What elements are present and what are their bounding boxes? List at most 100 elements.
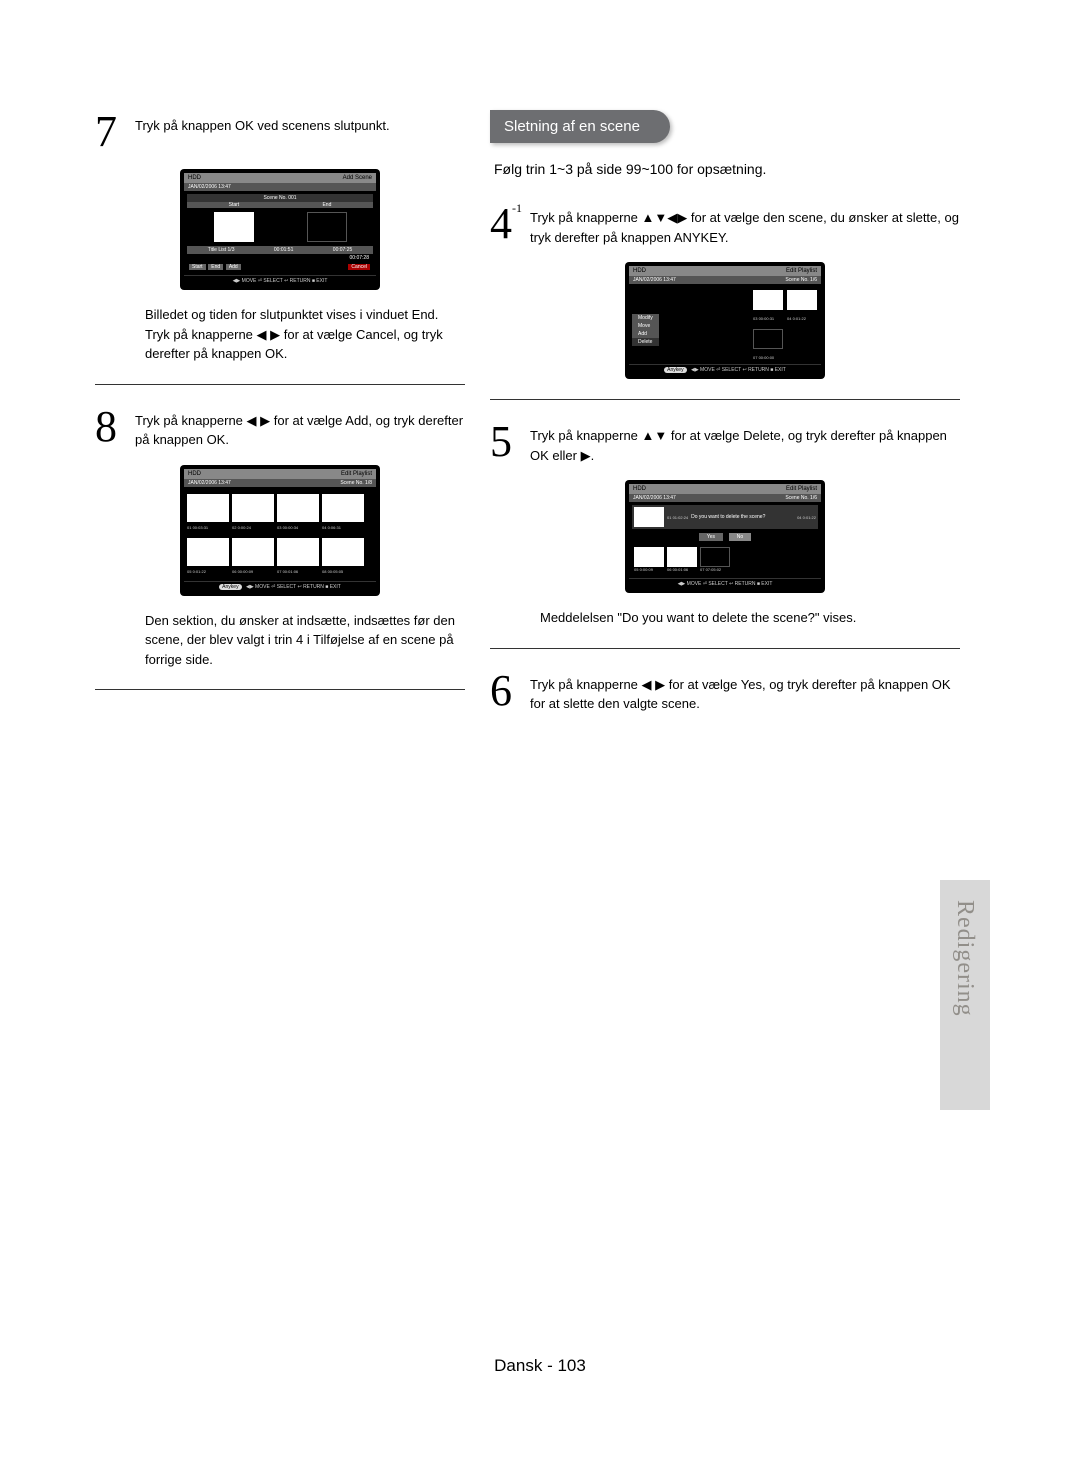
tn: 03 (277, 525, 281, 530)
tt: 0:06:31 (328, 525, 341, 530)
tt: 00:00:00 (759, 355, 775, 360)
step-number: 6 (490, 669, 522, 713)
scene-no: Scene No. 1/6 (785, 277, 817, 283)
step-number: 4-1 (490, 202, 522, 246)
tn: 06 (667, 567, 671, 572)
tn: 04 (787, 316, 791, 321)
date-label: JAN/02/2006 13:47 (184, 183, 376, 191)
tn: 04 (797, 515, 801, 520)
step-text: Tryk på knapperne ▲▼ for at vælge Delete… (530, 420, 960, 465)
tt: 00:03:31 (193, 525, 209, 530)
tn: 01 (187, 525, 191, 530)
divider (95, 689, 465, 690)
screen-title: Edit Playlist (786, 486, 817, 492)
section-heading: Sletning af en scene (490, 110, 670, 143)
start-end-thumbs (187, 208, 373, 242)
hdd-label: HDD (188, 471, 201, 477)
scene-no: Scene No. 1/8 (340, 480, 372, 486)
tt: 0:00:24 (238, 525, 251, 530)
anykey-button: Anykey (219, 584, 241, 590)
menu-item: Delete (632, 338, 659, 346)
tn: 07 (753, 355, 757, 360)
no-button: No (729, 533, 751, 541)
step-number: 7 (95, 110, 127, 154)
tt: 00:01:06 (283, 569, 299, 574)
screen-footer: ◀▶ MOVE ⏎ SELECT ↩ RETURN ■ EXIT (691, 367, 786, 373)
tt: 01:02:24 (673, 515, 689, 520)
hdd-label: HDD (633, 268, 646, 274)
tt: 00:01:06 (673, 567, 689, 572)
screen-title: Edit Playlist (786, 268, 817, 274)
step-4: 4-1 Tryk på knapperne ▲▼◀▶ for at vælge … (490, 202, 960, 247)
btn-add: Add (226, 264, 241, 270)
step-text: Tryk på knapperne ◀ ▶ for at vælge Add, … (135, 405, 465, 450)
step-number: 8 (95, 405, 127, 449)
sup: -1 (512, 201, 522, 215)
step-8: 8 Tryk på knapperne ◀ ▶ for at vælge Add… (95, 405, 465, 450)
step-number: 5 (490, 420, 522, 464)
screen-edit-playlist-4: HDD Edit Playlist JAN/02/2006 13:47 Scen… (625, 262, 825, 379)
menu-item: Modify (632, 314, 659, 322)
step5-para: Meddelelsen "Do you want to delete the s… (540, 608, 960, 628)
tt: 0:01:22 (803, 515, 816, 520)
date-label: JAN/02/2006 13:47 (633, 277, 676, 283)
screen-title: Add Scene (343, 175, 372, 181)
page-number: Dansk - 103 (0, 1356, 1080, 1376)
tn: 05 (634, 567, 638, 572)
tn: 02 (232, 525, 236, 530)
end-label: End (322, 202, 331, 208)
start-label: Start (229, 202, 240, 208)
tt: 0:01:22 (793, 316, 806, 321)
btn-end: End (208, 264, 223, 270)
time-3: 00:07:28 (187, 254, 373, 262)
n: 4 (490, 199, 512, 248)
hdd-label: HDD (188, 175, 201, 181)
menu-item: Move (632, 322, 659, 330)
step-text: Tryk på knapperne ▲▼◀▶ for at vælge den … (530, 202, 960, 247)
step7-para: Billedet og tiden for slutpunktet vises … (145, 305, 465, 364)
date-label: JAN/02/2006 13:47 (188, 480, 231, 486)
menu-item: Add (632, 330, 659, 338)
step-text: Tryk på knapperne ◀ ▶ for at vælge Yes, … (530, 669, 960, 714)
divider (490, 648, 960, 649)
screen-edit-playlist-8: HDD Edit Playlist JAN/02/2006 13:47 Scen… (180, 465, 380, 596)
thumb-row: 05 0:01:22 06 00:00:09 07 00:01:06 08 00… (187, 538, 373, 566)
confirm-text: Do you want to delete the scene? (691, 514, 794, 520)
divider (95, 384, 465, 385)
tt: 00:00:34 (283, 525, 299, 530)
scene-no: Scene No. 001 (187, 194, 373, 202)
tn: 08 (322, 569, 326, 574)
time-2: 00:07:25 (333, 247, 352, 253)
divider (490, 399, 960, 400)
tt: 00:05:05 (328, 569, 344, 574)
tt: 0:00:09 (640, 567, 653, 572)
btn-start: Start (189, 264, 206, 270)
tn: 03 (753, 316, 757, 321)
tn: 07 (700, 567, 704, 572)
yes-no-row: Yes No (632, 529, 818, 545)
date-label: JAN/02/2006 13:47 (633, 495, 676, 501)
screen-title: Edit Playlist (341, 471, 372, 477)
screen-delete-confirm: HDD Edit Playlist JAN/02/2006 13:47 Scen… (625, 480, 825, 593)
tn: 01 (667, 515, 671, 520)
title-list: Title List 1/3 (208, 247, 235, 253)
tn: 04 (322, 525, 326, 530)
tn: 07 (277, 569, 281, 574)
scene-no: Scene No. 1/6 (785, 495, 817, 501)
screen-add-scene: HDD Add Scene JAN/02/2006 13:47 Scene No… (180, 169, 380, 290)
intro-text: Følg trin 1~3 på side 99~100 for opsætni… (494, 161, 960, 177)
time-1: 00:01:51 (274, 247, 293, 253)
tt: 00:00:09 (238, 569, 254, 574)
step-text: Tryk på knappen OK ved scenens slutpunkt… (135, 110, 390, 136)
tn: 06 (232, 569, 236, 574)
step-5: 5 Tryk på knapperne ▲▼ for at vælge Dele… (490, 420, 960, 465)
yes-button: Yes (699, 533, 723, 541)
thumb-grid: 03 00:00:31 04 0:01:22 07 00:00:00 (753, 290, 817, 360)
thumb-row: 01 00:03:31 02 0:00:24 03 00:00:34 04 0:… (187, 494, 373, 522)
step8-para: Den sektion, du ønsker at indsætte, inds… (145, 611, 465, 670)
hdd-label: HDD (633, 486, 646, 492)
side-tab-label: Redigering (951, 900, 978, 1017)
anykey-button: Anykey (664, 367, 686, 373)
screen-footer: ◀▶ MOVE ⏎ SELECT ↩ RETURN ■ EXIT (629, 578, 821, 589)
tn: 05 (187, 569, 191, 574)
